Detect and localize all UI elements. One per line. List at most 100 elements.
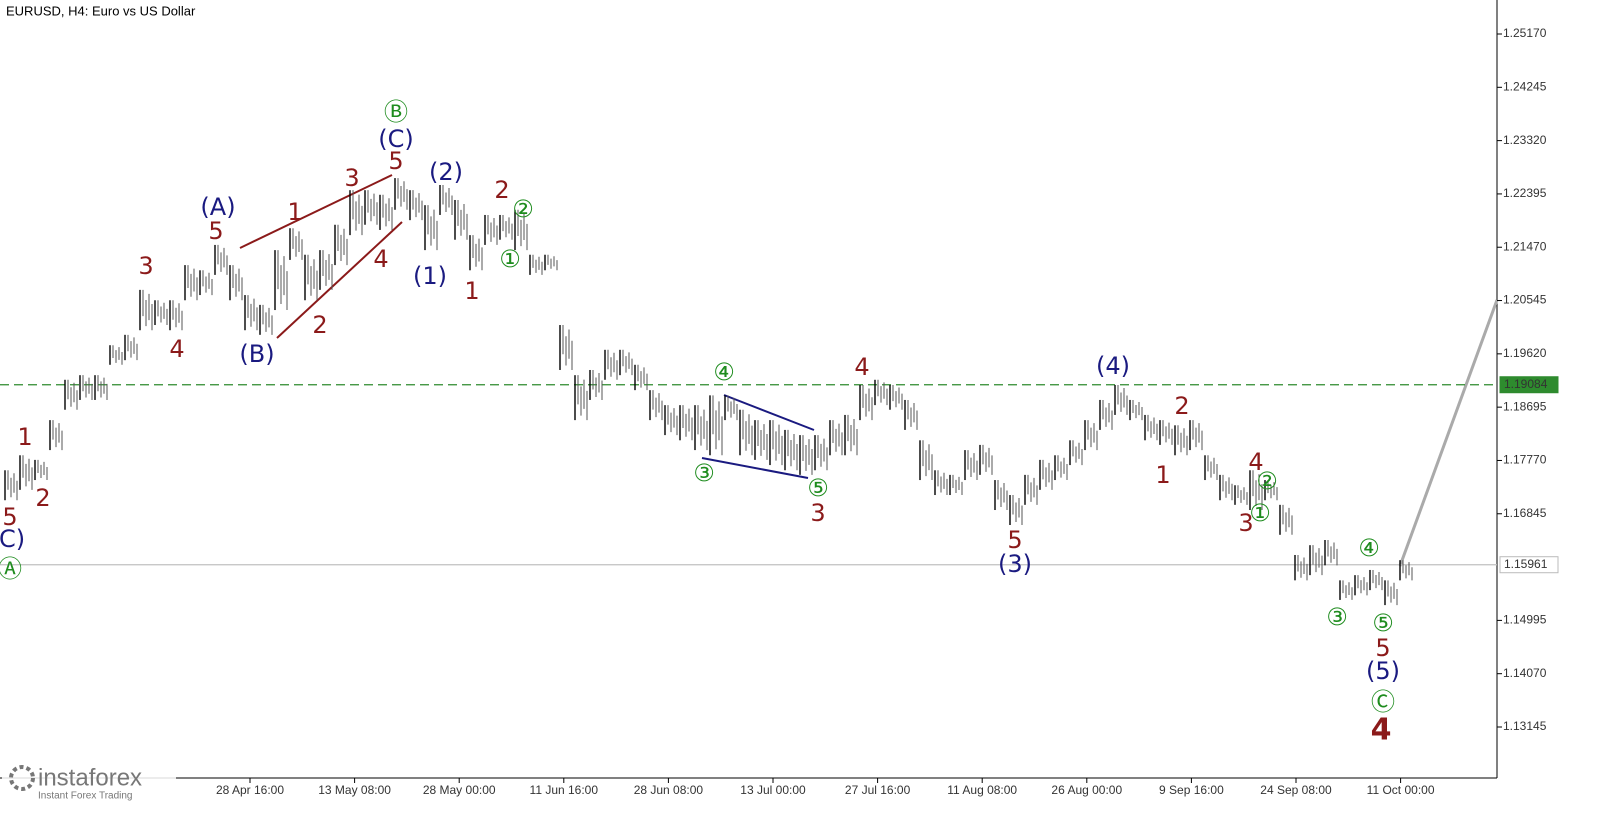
price-bar	[724, 395, 738, 421]
price-bar	[754, 420, 768, 460]
price-bar	[889, 384, 903, 410]
y-tick-label: 1.22395	[1503, 186, 1547, 200]
logo-name: instaforex	[38, 764, 142, 791]
y-tick-label: 1.14995	[1503, 613, 1547, 627]
wave-label: 4	[1371, 713, 1392, 748]
price-bar	[439, 184, 453, 215]
y-tick-label: 1.19620	[1503, 346, 1547, 360]
price-bar	[109, 345, 123, 365]
trend-line	[276, 221, 403, 339]
x-tick-label: 24 Sep 08:00	[1260, 783, 1332, 797]
price-bar	[559, 325, 573, 370]
wave-label: ③	[1326, 603, 1348, 631]
wave-label: C)	[0, 525, 25, 553]
price-bar	[904, 399, 918, 430]
price-bar	[484, 214, 498, 245]
wave-label: ④	[713, 358, 735, 386]
y-tick-label: 1.21470	[1503, 239, 1547, 253]
price-bar	[1384, 580, 1398, 606]
price-bar	[1009, 495, 1023, 526]
price-bar	[1219, 474, 1233, 501]
wave-label: 4	[373, 245, 388, 273]
price-bar	[1084, 420, 1098, 451]
y-tick-label: 1.20545	[1503, 293, 1547, 307]
level-label-box	[1499, 376, 1559, 394]
x-tick-label: 27 Jul 16:00	[845, 783, 911, 797]
chart-title: EURUSD, H4: Euro vs US Dollar	[6, 3, 196, 18]
price-bar	[934, 470, 948, 496]
wave-label: ⑤	[1372, 609, 1394, 637]
price-bar	[1204, 455, 1218, 481]
wave-label: (4)	[1096, 352, 1130, 380]
x-tick-label: 26 Aug 00:00	[1051, 783, 1122, 797]
price-bar	[1234, 485, 1248, 505]
x-tick-label: 11 Oct 00:00	[1367, 783, 1435, 797]
price-bar	[679, 405, 693, 441]
wave-label: (5)	[1366, 657, 1400, 685]
price-bar	[1114, 384, 1128, 415]
x-tick-label: 28 Jun 08:00	[634, 783, 704, 797]
price-bar	[379, 194, 393, 230]
logo: instaforex Instant Forex Trading	[2, 760, 176, 804]
x-tick-label: 13 Jul 00:00	[740, 783, 806, 797]
price-bar	[469, 235, 483, 271]
x-tick-label: 11 Aug 08:00	[947, 783, 1017, 797]
price-bar	[49, 420, 63, 451]
wave-label: 4	[169, 335, 184, 363]
price-bar	[184, 265, 198, 301]
price-bar	[859, 384, 873, 421]
wave-label: (2)	[429, 158, 463, 186]
price-bar	[709, 395, 723, 456]
price-bar	[1279, 504, 1293, 535]
logo-bg	[2, 760, 176, 804]
price-bar	[64, 379, 78, 410]
price-bar	[1354, 575, 1368, 596]
wave-label: 2	[494, 176, 509, 204]
price-bar	[874, 379, 888, 406]
price-bar	[1249, 470, 1263, 511]
price-bar	[544, 254, 558, 271]
wave-label: ⑤	[807, 474, 829, 502]
wave-label: 5	[2, 503, 17, 531]
price-bar	[124, 334, 138, 361]
price-bar	[664, 405, 678, 436]
price-bar	[139, 289, 153, 331]
price-bar	[1024, 474, 1038, 505]
price-bar	[979, 444, 993, 475]
wave-label: ①	[499, 245, 521, 273]
y-tick-label: 1.18695	[1503, 399, 1547, 413]
price-bar	[649, 390, 663, 421]
price-bar	[634, 364, 648, 391]
price-bar	[1339, 580, 1353, 600]
level-label: 1.19084	[1504, 377, 1548, 391]
price-bar	[154, 300, 168, 326]
price-bar	[364, 190, 378, 225]
wave-label: 3	[344, 164, 359, 192]
logo-tagline: Instant Forex Trading	[38, 791, 133, 802]
price-bar	[994, 480, 1008, 511]
price-bar	[1099, 399, 1113, 430]
x-tick-label: 28 Apr 16:00	[216, 783, 284, 797]
trend-line	[723, 394, 815, 431]
logo-icon	[9, 765, 35, 791]
wave-label: Ⓒ	[1371, 688, 1395, 716]
price-bar	[1399, 560, 1413, 581]
wave-label: 2	[1174, 392, 1189, 420]
x-tick-label: 13 May 08:00	[318, 783, 391, 797]
wave-label: 2	[35, 484, 50, 512]
price-bar	[529, 254, 543, 275]
price-bar	[694, 405, 708, 451]
price-bar	[1264, 480, 1278, 501]
price-bar	[1069, 440, 1083, 466]
price-bar	[244, 295, 258, 331]
price-bar	[214, 244, 228, 275]
price-bar	[349, 190, 363, 236]
wave-label: (1)	[413, 262, 447, 290]
trend-line	[701, 457, 809, 479]
price-bar	[919, 440, 933, 481]
price-bar	[769, 420, 783, 466]
wave-label: ②	[512, 195, 534, 223]
price-bar	[274, 250, 288, 311]
price-bar	[394, 178, 408, 210]
